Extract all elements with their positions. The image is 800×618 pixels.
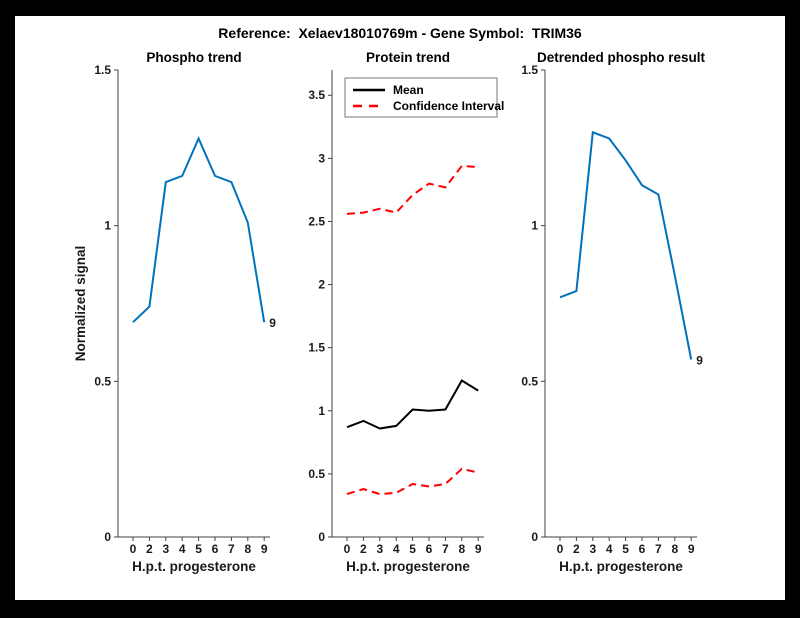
y-tick-label: 1.5 bbox=[521, 63, 538, 77]
x-axis-label: H.p.t. progesterone bbox=[559, 559, 683, 574]
end-point-label: 9 bbox=[696, 354, 703, 368]
x-tick-label: 2 bbox=[146, 542, 153, 556]
y-tick-label: 0 bbox=[531, 530, 538, 544]
x-tick-label: 4 bbox=[393, 542, 400, 556]
x-tick-label: 9 bbox=[688, 542, 695, 556]
y-tick-label: 2 bbox=[318, 278, 325, 292]
y-tick-label: 1 bbox=[531, 219, 538, 233]
figure-title: Reference: Xelaev18010769m - Gene Symbol… bbox=[218, 25, 582, 41]
x-tick-label: 5 bbox=[195, 542, 202, 556]
y-tick-label: 2.5 bbox=[308, 214, 325, 228]
x-tick-label: 2 bbox=[360, 542, 367, 556]
detrended-phospho-signal-line bbox=[559, 130, 693, 360]
x-tick-label: 0 bbox=[130, 542, 137, 556]
end-point-label: 9 bbox=[269, 316, 276, 330]
x-tick-label: 7 bbox=[442, 542, 449, 556]
legend-label-confidence-interval: Confidence Interval bbox=[393, 99, 504, 113]
legend-label-mean: Mean bbox=[393, 83, 424, 97]
subplot-title: Protein trend bbox=[366, 50, 450, 65]
mean-line bbox=[346, 379, 479, 430]
x-tick-label: 5 bbox=[622, 542, 629, 556]
subplot-title: Detrended phospho result bbox=[537, 50, 706, 65]
x-tick-label: 3 bbox=[162, 542, 169, 556]
x-tick-label: 9 bbox=[475, 542, 482, 556]
y-tick-label: 0.5 bbox=[308, 467, 325, 481]
y-tick-label: 0.5 bbox=[521, 374, 538, 388]
x-tick-label: 5 bbox=[409, 542, 416, 556]
y-axis-label: Normalized signal bbox=[73, 246, 88, 362]
y-tick-label: 3 bbox=[318, 151, 325, 165]
y-tick-label: 1.5 bbox=[94, 63, 111, 77]
x-axis-label: H.p.t. progesterone bbox=[346, 559, 470, 574]
x-tick-label: 2 bbox=[573, 542, 580, 556]
y-tick-label: 0 bbox=[104, 530, 111, 544]
x-tick-label: 6 bbox=[639, 542, 646, 556]
legend-box bbox=[344, 77, 498, 118]
plots-svg: 00.511.50 2 3 4 5 6 7 8 9H.p.t. progesteronePhos… bbox=[73, 50, 706, 574]
x-tick-label: 6 bbox=[426, 542, 433, 556]
y-tick-label: 1.5 bbox=[308, 341, 325, 355]
x-tick-label: 0 bbox=[557, 542, 564, 556]
x-tick-label: 8 bbox=[458, 542, 465, 556]
phospho-signal-line bbox=[132, 136, 266, 323]
x-tick-label: 9 bbox=[261, 542, 268, 556]
figure-canvas: Reference: Xelaev18010769m - Gene Symbol… bbox=[15, 16, 785, 600]
subplot-protein-trend: 00.511.522.533.50 2 3 4 5 6 7 8 9H.p.t. progeste… bbox=[308, 50, 504, 574]
confidence-interval-lower-line bbox=[346, 467, 479, 496]
confidence-interval-upper-line bbox=[346, 164, 479, 215]
x-tick-label: 4 bbox=[179, 542, 186, 556]
y-tick-label: 1 bbox=[318, 404, 325, 418]
legend: Mean Confidence Interval bbox=[344, 77, 504, 118]
y-tick-label: 0.5 bbox=[94, 374, 111, 388]
x-tick-label: 3 bbox=[589, 542, 596, 556]
x-tick-label: 8 bbox=[244, 542, 251, 556]
y-tick-label: 0 bbox=[318, 530, 325, 544]
y-tick-label: 1 bbox=[104, 219, 111, 233]
subplot-title: Phospho trend bbox=[146, 50, 241, 65]
x-tick-label: 3 bbox=[376, 542, 383, 556]
x-tick-label: 8 bbox=[671, 542, 678, 556]
x-axis-label: H.p.t. progesterone bbox=[132, 559, 256, 574]
x-tick-label: 0 bbox=[344, 542, 351, 556]
x-tick-label: 4 bbox=[606, 542, 613, 556]
subplot-detrended-phospho-result: 00.511.50 2 3 4 5 6 7 8 9H.p.t. progesteroneDetr… bbox=[521, 50, 705, 574]
x-tick-label: 7 bbox=[655, 542, 662, 556]
x-tick-label: 7 bbox=[228, 542, 235, 556]
subplot-phospho-trend: 00.511.50 2 3 4 5 6 7 8 9H.p.t. progesteronePhos… bbox=[73, 50, 276, 574]
x-tick-label: 6 bbox=[212, 542, 219, 556]
y-tick-label: 3.5 bbox=[308, 88, 325, 102]
